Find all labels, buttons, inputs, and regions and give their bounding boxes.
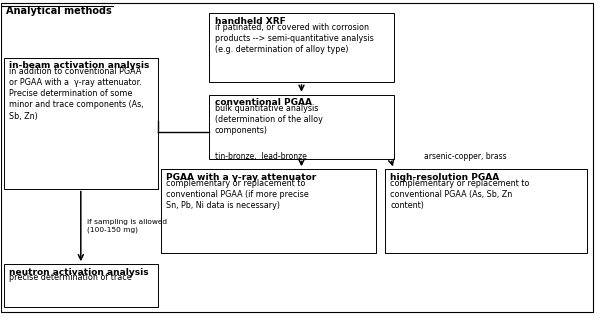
- Text: handheld XRF: handheld XRF: [215, 17, 285, 26]
- FancyBboxPatch shape: [209, 95, 394, 159]
- Text: tin-bronze,  lead-bronze: tin-bronze, lead-bronze: [215, 152, 307, 161]
- Text: bulk quantitative analysis
(determination of the alloy
components): bulk quantitative analysis (determinatio…: [215, 104, 322, 135]
- Text: arsenic-copper, brass: arsenic-copper, brass: [424, 152, 507, 161]
- Text: high-resolution PGAA: high-resolution PGAA: [390, 173, 499, 182]
- Text: precise determination of trace: precise determination of trace: [9, 273, 132, 282]
- FancyBboxPatch shape: [161, 169, 376, 253]
- Text: neutron activation analysis: neutron activation analysis: [9, 268, 149, 277]
- Text: conventional PGAA: conventional PGAA: [215, 98, 311, 107]
- Text: Analytical methods: Analytical methods: [5, 5, 112, 15]
- Text: in addition to conventional PGAA
or PGAA with a  γ-ray attenuator.
Precise deter: in addition to conventional PGAA or PGAA…: [9, 67, 144, 120]
- FancyBboxPatch shape: [4, 58, 158, 188]
- Text: complementary or replacement to
conventional PGAA (As, Sb, Zn
content): complementary or replacement to conventi…: [390, 178, 530, 210]
- Text: if sampling is allowed
(100-150 mg): if sampling is allowed (100-150 mg): [87, 219, 167, 233]
- Text: complementary or replacement to
conventional PGAA (if more precise
Sn, Pb, Ni da: complementary or replacement to conventi…: [167, 178, 309, 210]
- Text: if patinated, or covered with corrosion
products --> semi-quantitative analysis
: if patinated, or covered with corrosion …: [215, 22, 373, 54]
- Text: in-beam activation analysis: in-beam activation analysis: [9, 61, 150, 70]
- FancyBboxPatch shape: [209, 13, 394, 82]
- FancyBboxPatch shape: [385, 169, 587, 253]
- Text: PGAA with a γ-ray attenuator: PGAA with a γ-ray attenuator: [167, 173, 316, 182]
- FancyBboxPatch shape: [4, 264, 158, 307]
